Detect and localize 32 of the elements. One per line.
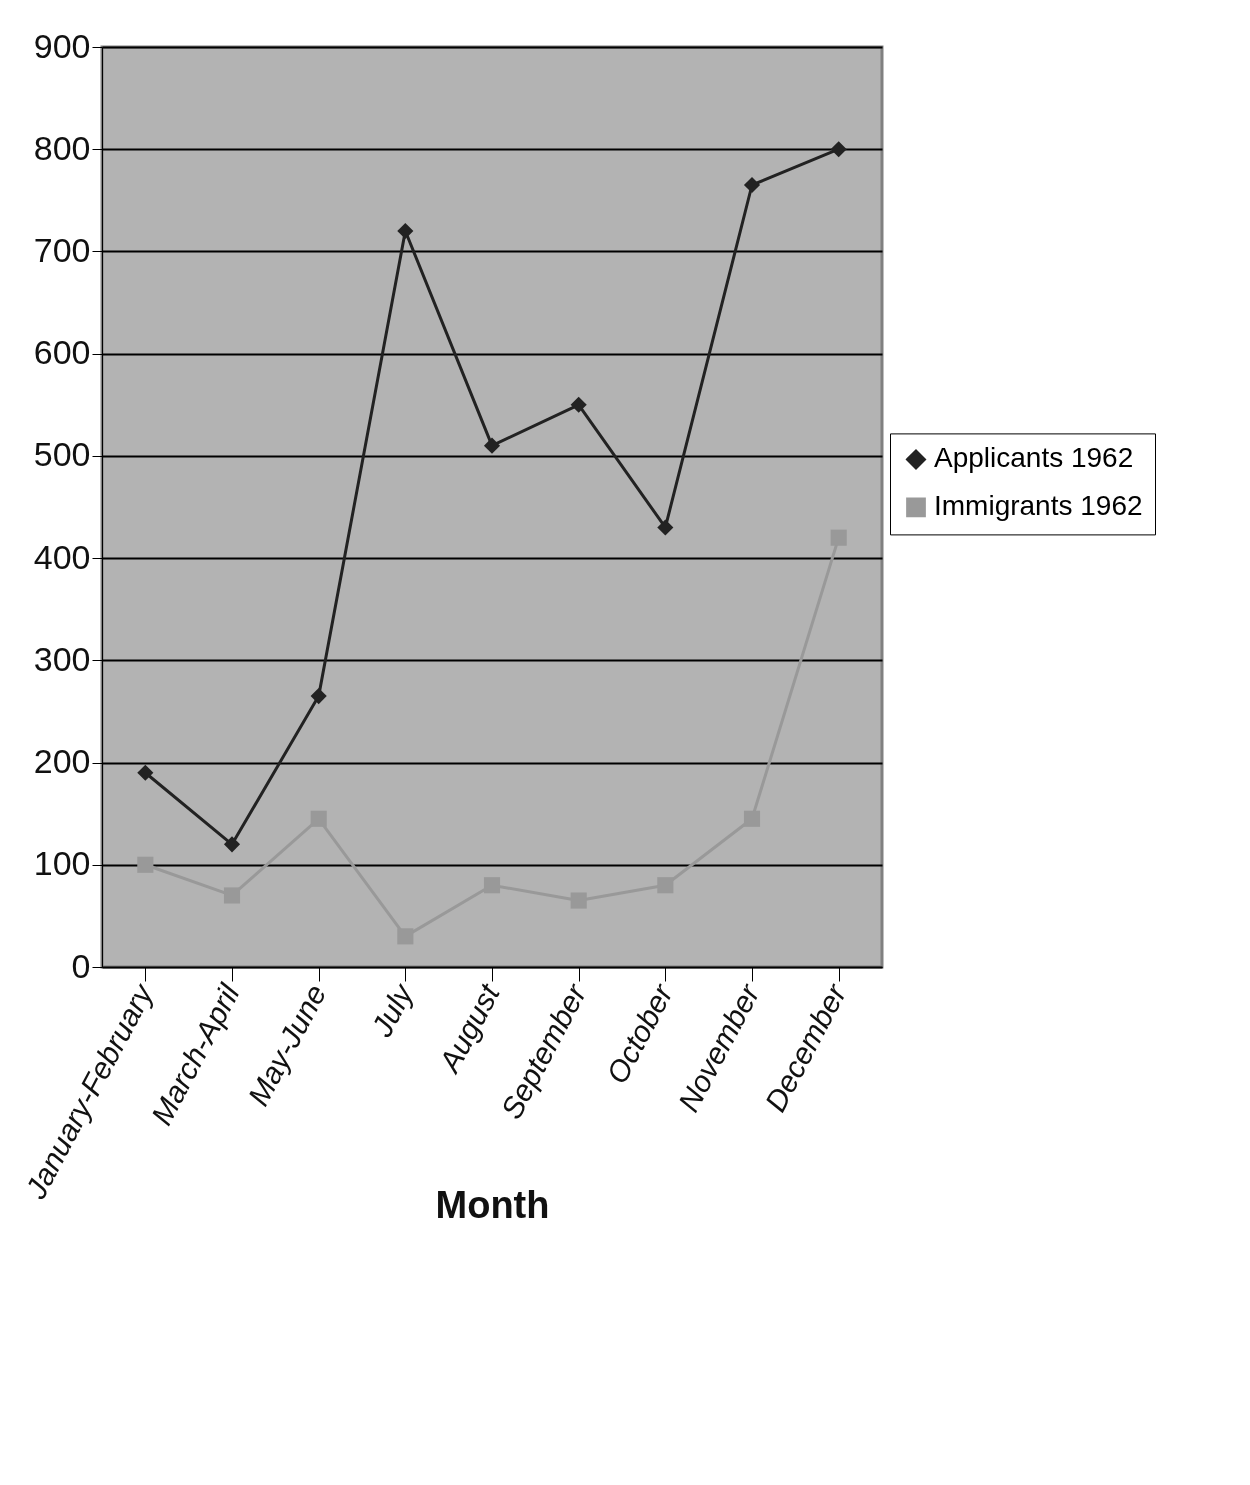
y-tick-label: 600 xyxy=(33,333,91,372)
y-tick-label: 100 xyxy=(33,844,91,883)
point xyxy=(397,928,414,945)
point xyxy=(830,529,847,546)
legend-label: Immigrants 1962 xyxy=(934,490,1143,522)
point xyxy=(483,877,501,894)
y-tick-label: 300 xyxy=(33,639,91,678)
point xyxy=(743,176,761,194)
y-tick-label: 500 xyxy=(33,435,91,474)
point xyxy=(657,519,674,536)
y-tick-label: 900 xyxy=(33,26,91,65)
y-tick-label: 0 xyxy=(71,946,91,985)
x-axis-title: Month xyxy=(435,1183,550,1226)
y-tick-label: 700 xyxy=(33,230,91,269)
point xyxy=(483,437,501,454)
x-tick-label: July xyxy=(364,977,421,1043)
point xyxy=(570,396,587,413)
point xyxy=(310,810,327,827)
point xyxy=(830,141,847,158)
point xyxy=(310,688,327,705)
point xyxy=(223,836,241,853)
point xyxy=(137,856,154,873)
y-tick-label: 200 xyxy=(33,742,91,781)
y-tick-label: 800 xyxy=(33,128,91,167)
point xyxy=(657,877,674,894)
point xyxy=(223,887,241,904)
point xyxy=(137,764,154,781)
legend-label: Applicants 1962 xyxy=(934,442,1134,474)
point xyxy=(570,892,587,909)
point xyxy=(743,810,761,827)
y-tick-label: 400 xyxy=(33,537,91,576)
point xyxy=(397,222,414,240)
